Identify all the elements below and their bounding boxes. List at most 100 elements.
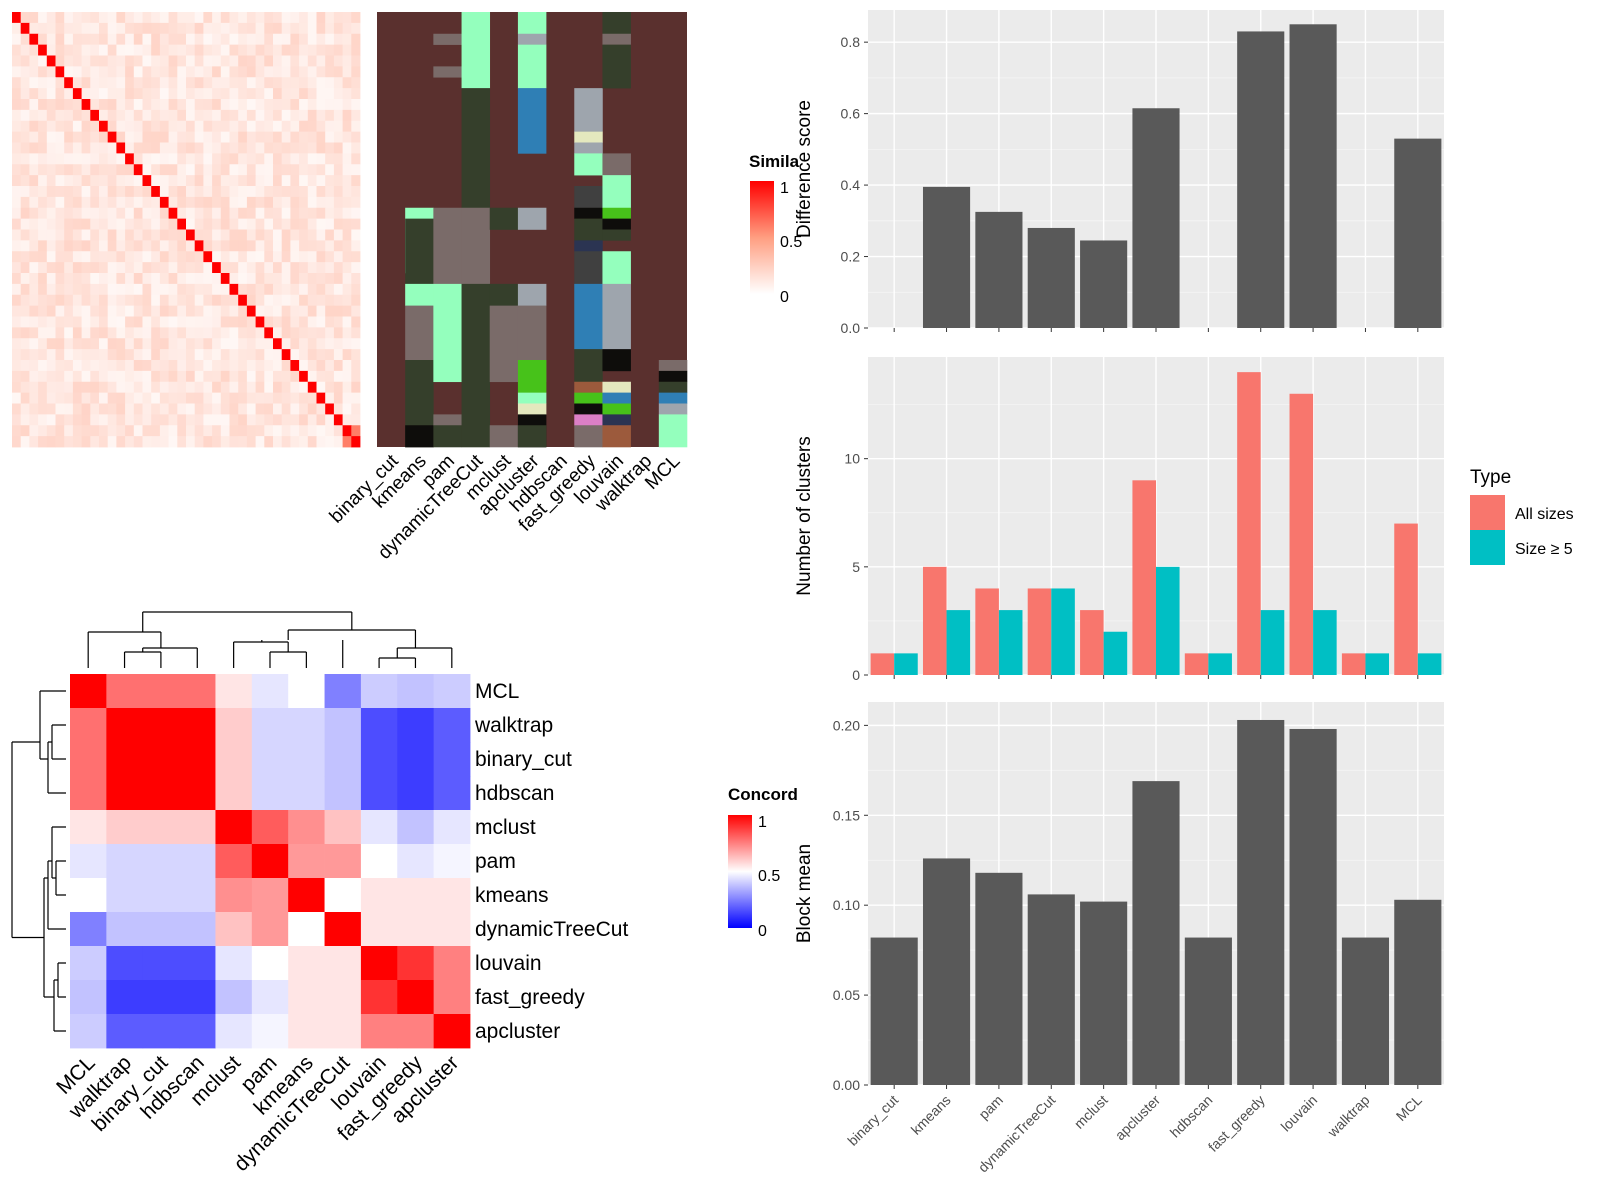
similarity-cell	[333, 338, 343, 350]
similarity-cell	[81, 240, 91, 252]
similarity-cell	[342, 120, 352, 133]
concordance-cell	[360, 674, 398, 709]
similarity-cell	[72, 207, 82, 220]
similarity-cell	[229, 55, 239, 67]
membership-block	[405, 305, 434, 361]
similarity-cell	[38, 153, 48, 165]
similarity-cell	[264, 44, 274, 56]
concordance-cell	[397, 980, 435, 1015]
similarity-cell	[46, 66, 56, 78]
similarity-cell	[125, 316, 135, 328]
similarity-cell	[264, 55, 274, 67]
concordance-cell	[106, 912, 144, 947]
similarity-cell	[168, 251, 178, 263]
similarity-cell	[38, 186, 48, 198]
similarity-cell	[351, 131, 361, 143]
similarity-cell	[38, 370, 48, 383]
similarity-cell	[351, 175, 361, 187]
similarity-cell	[168, 240, 178, 252]
similarity-cell	[142, 44, 152, 56]
similarity-cell	[142, 240, 152, 252]
membership-block	[517, 360, 547, 393]
concordance-cell	[324, 674, 362, 709]
concordance-cell	[142, 776, 180, 811]
similarity-cell	[203, 425, 213, 437]
similarity-cell	[194, 22, 204, 35]
similarity-cell	[255, 196, 265, 209]
similarity-cell	[64, 436, 74, 448]
similarity-cell	[125, 370, 135, 383]
similarity-cell	[107, 349, 117, 361]
concordance-cell	[433, 980, 471, 1015]
similarity-cell	[212, 77, 222, 89]
similarity-cell	[116, 142, 126, 154]
x-tick-label: fast_greedy	[1205, 1092, 1268, 1155]
bar-all-sizes	[1289, 393, 1314, 675]
similarity-cell	[229, 425, 239, 437]
similarity-cell	[90, 12, 100, 24]
similarity-cell	[168, 109, 178, 122]
similarity-cell	[46, 22, 56, 35]
similarity-cell	[246, 120, 256, 133]
similarity-cell	[212, 196, 222, 209]
similarity-cell	[246, 436, 256, 448]
membership-block	[602, 414, 631, 426]
bar	[1237, 719, 1285, 1085]
similarity-cell	[64, 77, 74, 89]
similarity-cell	[203, 381, 213, 394]
similarity-cell	[281, 142, 291, 154]
bar	[870, 937, 918, 1085]
similarity-cell	[316, 142, 326, 154]
membership-block	[602, 403, 631, 415]
similarity-cell	[90, 436, 100, 448]
similarity-cell	[159, 349, 169, 361]
similarity-cell	[151, 186, 161, 198]
similarity-cell	[238, 316, 248, 328]
similarity-cell	[151, 414, 161, 426]
similarity-cell	[20, 77, 30, 89]
similarity-cell	[125, 207, 135, 220]
similarity-cell	[125, 392, 135, 404]
concordance-cell	[288, 810, 325, 845]
similarity-cell	[90, 381, 100, 394]
similarity-cell	[281, 229, 291, 241]
similarity-cell	[342, 262, 352, 274]
similarity-cell	[203, 218, 213, 230]
similarity-cell	[229, 305, 239, 317]
similarity-cell	[168, 22, 178, 35]
concordance-cell	[215, 844, 253, 879]
similarity-cell	[264, 207, 274, 220]
similarity-cell	[38, 33, 48, 46]
similarity-cell	[55, 316, 65, 328]
similarity-cell	[212, 66, 222, 78]
similarity-cell	[333, 425, 343, 437]
similarity-cell	[264, 316, 274, 328]
bar	[1341, 937, 1390, 1085]
similarity-cell	[186, 338, 196, 350]
similarity-cell	[99, 164, 109, 176]
concordance-cell	[360, 878, 398, 913]
similarity-cell	[12, 338, 22, 350]
similarity-cell	[90, 88, 100, 100]
similarity-cell	[255, 425, 265, 437]
similarity-cell	[342, 370, 352, 383]
similarity-cell	[142, 414, 152, 426]
similarity-cell	[299, 12, 309, 24]
dendrogram-branch	[269, 651, 307, 668]
similarity-cell	[133, 349, 143, 361]
similarity-cell	[316, 99, 326, 111]
similarity-cell	[151, 77, 161, 89]
similarity-cell	[159, 414, 169, 426]
similarity-cell	[220, 425, 230, 437]
similarity-cell	[290, 44, 300, 56]
similarity-cell	[203, 360, 213, 372]
similarity-cell	[168, 88, 178, 100]
similarity-cell	[351, 381, 361, 394]
similarity-cell	[38, 273, 48, 285]
similarity-cell	[20, 381, 30, 394]
similarity-cell	[90, 370, 100, 383]
similarity-cell	[186, 294, 196, 307]
similarity-cell	[116, 273, 126, 285]
membership-block	[658, 381, 688, 393]
